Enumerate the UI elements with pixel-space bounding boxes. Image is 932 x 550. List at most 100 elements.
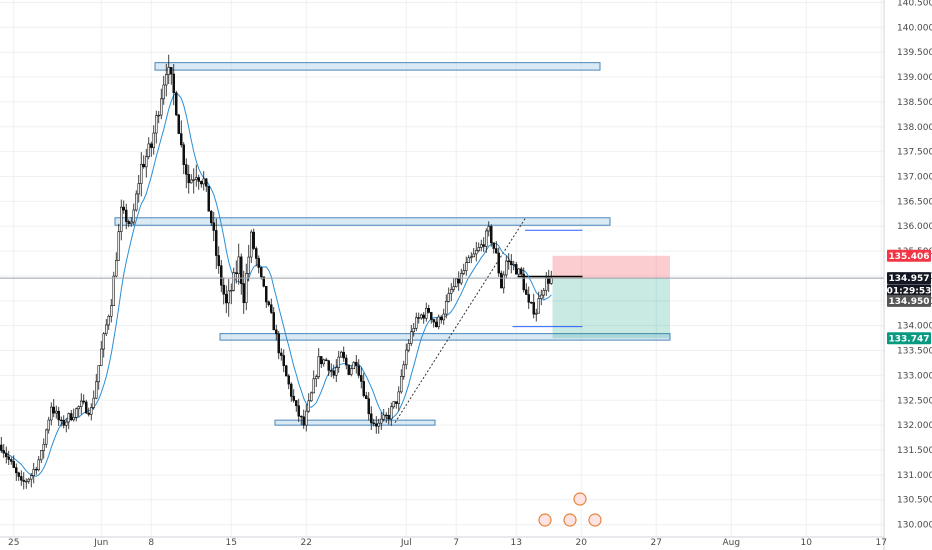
position-target-zone[interactable] — [552, 255, 671, 279]
candle-102 — [255, 246, 258, 267]
y-tick-label-3: 131.500 — [897, 446, 932, 456]
candle-136 — [339, 350, 343, 358]
candle-40 — [100, 340, 103, 366]
candle-129 — [322, 358, 325, 367]
candle-139 — [347, 364, 350, 376]
candle-47 — [117, 223, 121, 261]
candle-5 — [12, 455, 16, 469]
candle-38 — [95, 373, 98, 400]
x-tick-label-7: 13 — [511, 538, 522, 548]
candle-206 — [514, 261, 518, 275]
y-tick-label-15: 137.500 — [897, 148, 932, 158]
resistance-zone-mid[interactable] — [114, 217, 611, 226]
x-tick-label-12: 17 — [876, 538, 887, 548]
resistance-zone-top[interactable] — [154, 62, 601, 71]
candle-132 — [329, 363, 333, 378]
y-tick-label-7: 133.500 — [897, 347, 932, 357]
candle-175 — [437, 314, 440, 330]
candle-69 — [172, 63, 176, 106]
support-zone-mid[interactable] — [219, 333, 671, 341]
candle-103 — [257, 255, 260, 274]
x-tick-label-5: Jul — [400, 538, 412, 548]
candle-12 — [29, 473, 33, 488]
candle-124 — [309, 391, 313, 402]
candle-180 — [449, 283, 453, 302]
candle-51 — [127, 219, 131, 228]
candle-142 — [354, 354, 358, 374]
time-axis[interactable]: 25 Jun 8 15 22 Jul 7 13 20 27 Aug 10 17 — [0, 536, 887, 548]
y-tick-label-13: 136.500 — [897, 197, 932, 207]
candle-213 — [532, 293, 535, 319]
candle-169 — [422, 312, 425, 324]
candle-154 — [384, 412, 388, 423]
event-icon-0[interactable] — [538, 513, 552, 527]
support-zone-low[interactable] — [274, 419, 436, 426]
candle-73 — [182, 142, 186, 175]
candle-41 — [102, 332, 106, 358]
candle-196 — [489, 224, 493, 247]
candle-14 — [34, 466, 38, 475]
candle-205 — [512, 260, 515, 271]
candle-21 — [52, 399, 55, 418]
candle-97 — [242, 270, 246, 314]
candle-101 — [252, 228, 256, 251]
candle-98 — [245, 263, 248, 311]
candle-45 — [112, 271, 116, 307]
candle-94 — [235, 260, 238, 284]
trend-line[interactable] — [394, 218, 526, 423]
candle-219 — [547, 269, 550, 293]
candle-90 — [225, 285, 228, 314]
candle-106 — [264, 285, 268, 309]
candle-179 — [447, 287, 450, 303]
moving-average-layer — [1, 92, 552, 477]
candle-115 — [287, 374, 290, 390]
candle-114 — [284, 364, 288, 377]
candle-4 — [10, 457, 13, 465]
candle-182 — [454, 278, 458, 288]
candle-92 — [230, 283, 233, 305]
candle-113 — [282, 349, 285, 373]
candle-140 — [349, 365, 353, 377]
candle-72 — [180, 120, 183, 148]
candle-93 — [232, 267, 236, 292]
candle-149 — [372, 418, 375, 427]
event-icon-2[interactable] — [588, 513, 602, 527]
position-stop-zone[interactable] — [552, 278, 671, 339]
candle-61 — [152, 125, 156, 155]
candle-163 — [407, 339, 410, 353]
candle-173 — [432, 318, 435, 328]
candle-209 — [522, 267, 525, 293]
candle-10 — [24, 478, 28, 489]
candle-52 — [130, 217, 133, 227]
chart-grid — [0, 0, 884, 537]
price-axis[interactable]: 130.000 130.500 131.000 131.500 132.000 132.5… — [883, 0, 932, 550]
candle-155 — [387, 407, 390, 425]
candle-22 — [54, 405, 58, 419]
event-icon-3[interactable] — [573, 492, 587, 506]
candle-48 — [120, 199, 123, 241]
candle-144 — [359, 367, 363, 389]
candle-24 — [59, 416, 63, 427]
candle-143 — [357, 359, 360, 379]
candle-217 — [542, 287, 545, 299]
candle-151 — [377, 418, 380, 434]
candle-120 — [299, 415, 303, 425]
target-tag-text: 135.406 — [889, 252, 930, 262]
candle-79 — [197, 174, 201, 190]
y-tick-label-19: 139.500 — [897, 48, 932, 58]
candle-202 — [504, 256, 508, 279]
candle-55 — [137, 174, 141, 203]
candle-91 — [227, 279, 231, 317]
candle-167 — [417, 312, 420, 324]
event-icon-1[interactable] — [563, 513, 577, 527]
candle-100 — [250, 229, 253, 264]
events-layer — [538, 492, 602, 527]
x-tick-label-11: 10 — [801, 538, 813, 548]
candle-186 — [464, 256, 468, 276]
candle-96 — [240, 253, 243, 295]
candle-197 — [492, 242, 495, 254]
candle-178 — [444, 294, 448, 319]
candle-214 — [534, 308, 538, 322]
candle-2 — [5, 446, 8, 464]
